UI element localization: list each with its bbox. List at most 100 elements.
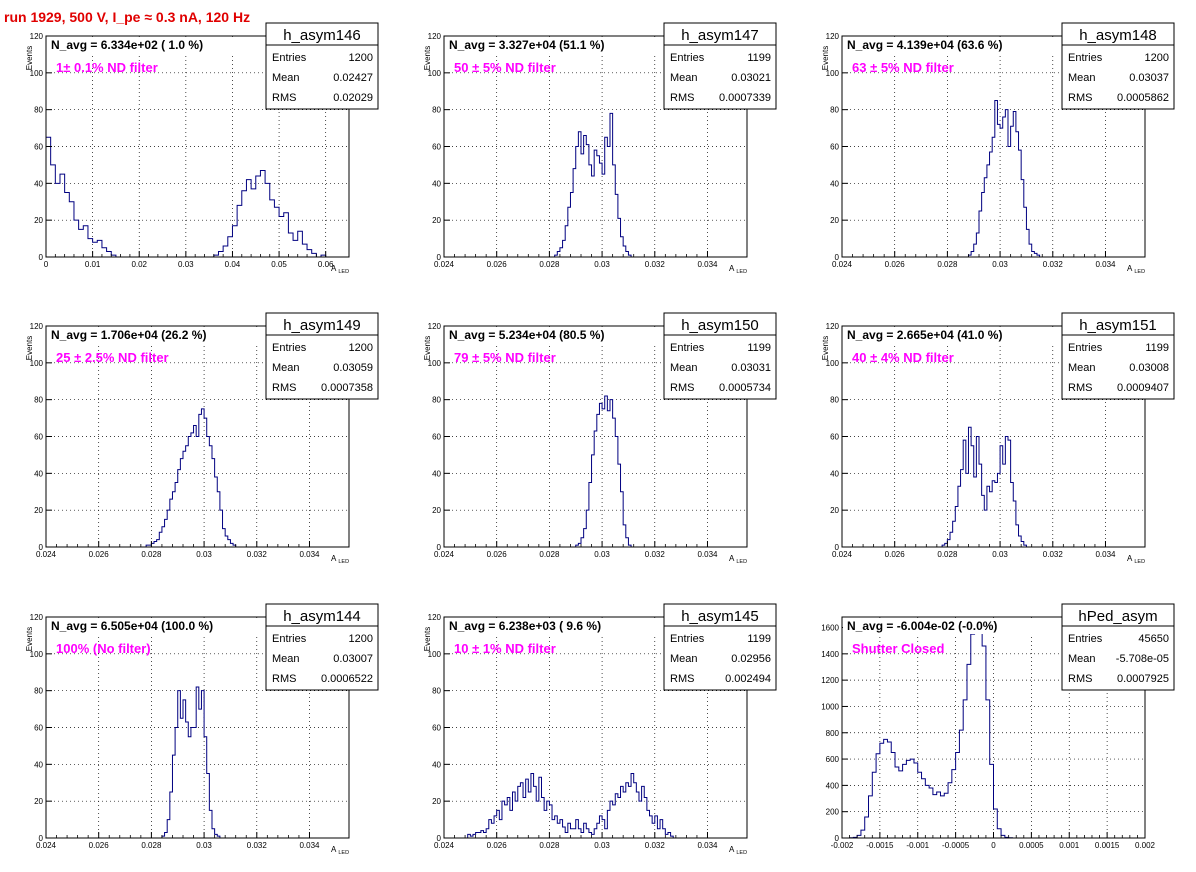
histogram-panel-h_asym145: 0.024 0.026 0.028 0.03 0.032 0.034 0 20 40 60 80 10… — [423, 603, 777, 856]
histogram-bin — [952, 770, 956, 838]
stats-box-title: hPed_asym — [1078, 608, 1157, 625]
histogram-bin — [869, 796, 873, 838]
histogram-bin — [107, 251, 112, 257]
x-tick-label: 0.03 — [992, 260, 1008, 269]
y-tick-label: 120 — [826, 322, 840, 331]
stats-value: 0.0009407 — [1117, 382, 1169, 394]
histogram-bin — [971, 634, 975, 838]
stats-value: 1199 — [747, 52, 771, 64]
y-tick-label: 120 — [428, 613, 442, 622]
filter-note: Shutter Closed — [852, 641, 945, 656]
stats-label: Entries — [670, 633, 705, 645]
x-axis-label-sub: LED — [736, 559, 747, 565]
y-tick-label: 40 — [432, 179, 441, 188]
histogram-bin — [956, 752, 960, 838]
stats-value: 0.03031 — [731, 362, 771, 374]
histogram-bin — [929, 788, 933, 838]
x-tick-label: 0.026 — [885, 260, 906, 269]
histogram-bin — [199, 709, 202, 838]
y-axis-label: Events — [821, 46, 830, 70]
histogram-bin — [872, 772, 876, 838]
histogram-bin — [186, 446, 189, 547]
histogram-bin — [978, 625, 982, 838]
y-tick-label: 80 — [432, 396, 441, 405]
stats-value: 0.03021 — [731, 72, 771, 84]
histogram-bin — [565, 832, 568, 838]
histogram-bin — [599, 163, 602, 257]
histogram-bin — [605, 829, 608, 838]
x-axis-label-sub: LED — [1134, 559, 1145, 565]
histogram-bin — [903, 764, 907, 838]
histogram-bin — [895, 767, 899, 838]
navg-label: N_avg = 5.234e+04 (80.5 %) — [449, 328, 604, 342]
stats-value: 1200 — [349, 342, 373, 354]
x-axis-label: A LED — [331, 554, 349, 565]
stats-box-title: h_asym150 — [681, 317, 759, 334]
y-tick-label: 60 — [34, 143, 43, 152]
histogram-bin — [1003, 117, 1006, 257]
stats-label: Entries — [670, 342, 705, 354]
histogram-bin — [88, 239, 93, 257]
page-title: run 1929, 500 V, I_pe ≈ 0.3 nA, 120 Hz — [4, 9, 251, 25]
histogram-panel-h_asym146: 0 0.01 0.02 0.03 0.04 0.05 0.06 0 20 40 60 80 100 120… — [25, 22, 379, 275]
stats-value: 0.0007925 — [1117, 673, 1169, 685]
stats-value: 0.03037 — [1129, 72, 1169, 84]
y-tick-label: 60 — [432, 143, 441, 152]
y-tick-label: 80 — [34, 106, 43, 115]
x-tick-label: 0.03 — [594, 260, 610, 269]
x-tick-label: 0.0015 — [1095, 841, 1120, 850]
stats-value: 45650 — [1138, 633, 1169, 645]
filter-note: 50 ± 5% ND filter — [454, 60, 556, 75]
stats-value: 1199 — [747, 342, 771, 354]
y-tick-label: 0 — [437, 834, 442, 843]
stats-label: RMS — [272, 673, 296, 685]
histogram-bin — [994, 809, 998, 838]
stats-value: 0.0007339 — [719, 92, 771, 104]
stats-box-title: h_asym145 — [681, 608, 759, 625]
stats-box-title: h_asym149 — [283, 317, 361, 334]
histogram-outline — [161, 686, 221, 838]
histogram-bin — [573, 829, 576, 838]
histogram-bin — [298, 231, 303, 257]
y-tick-label: 400 — [826, 781, 840, 790]
histogram-bin — [523, 797, 526, 838]
histogram-bars — [162, 687, 220, 838]
stats-label: Mean — [670, 362, 698, 374]
y-tick-label: 20 — [432, 797, 441, 806]
x-tick-label: 0.032 — [247, 550, 268, 559]
histogram-panel-h_asym151: 0.024 0.026 0.028 0.03 0.032 0.034 0 20 40 60 80 10… — [821, 312, 1175, 565]
y-tick-label: 60 — [432, 433, 441, 442]
x-tick-label: 0.034 — [697, 260, 718, 269]
y-tick-label: 0 — [835, 834, 840, 843]
histogram-bin — [884, 739, 888, 838]
histogram-bin — [865, 817, 869, 838]
histogram-bin — [948, 783, 952, 838]
navg-label: N_avg = 3.327e+04 (51.1 %) — [449, 38, 604, 52]
x-tick-label: 0.032 — [645, 841, 666, 850]
histogram-bin — [552, 820, 555, 838]
y-tick-label: 120 — [30, 32, 44, 41]
y-tick-label: 100 — [428, 650, 442, 659]
x-tick-label: 0.032 — [645, 260, 666, 269]
stats-value: 0.0005862 — [1117, 92, 1169, 104]
filter-note: 10 ± 1% ND filter — [454, 641, 556, 656]
histogram-bin — [589, 165, 592, 257]
histogram-bin — [69, 202, 74, 257]
histogram-bin — [581, 154, 584, 257]
histogram-bin — [515, 801, 518, 838]
x-axis-label-main: A — [729, 845, 735, 854]
y-tick-label: 0 — [437, 253, 442, 262]
stats-box-title: h_asym144 — [283, 608, 361, 625]
x-tick-label: 0.028 — [937, 550, 958, 559]
x-tick-label: 0 — [991, 841, 996, 850]
histogram-bin — [265, 183, 270, 257]
x-tick-label: 0.032 — [1043, 550, 1064, 559]
y-axis-label: Events — [821, 336, 830, 360]
histogram-panel-h_asym150: 0.024 0.026 0.028 0.03 0.032 0.034 0 20 40 60 80 10… — [423, 312, 777, 565]
x-tick-label: 0.028 — [539, 841, 560, 850]
histogram-bin — [623, 792, 626, 838]
histogram-bin — [599, 403, 602, 547]
histogram-panel-hPed_asym: -0.002 -0.0015 -0.001 -0.0005 0 0.0005 0.001 0.… — [821, 603, 1175, 850]
y-axis-label: Events — [423, 336, 432, 360]
